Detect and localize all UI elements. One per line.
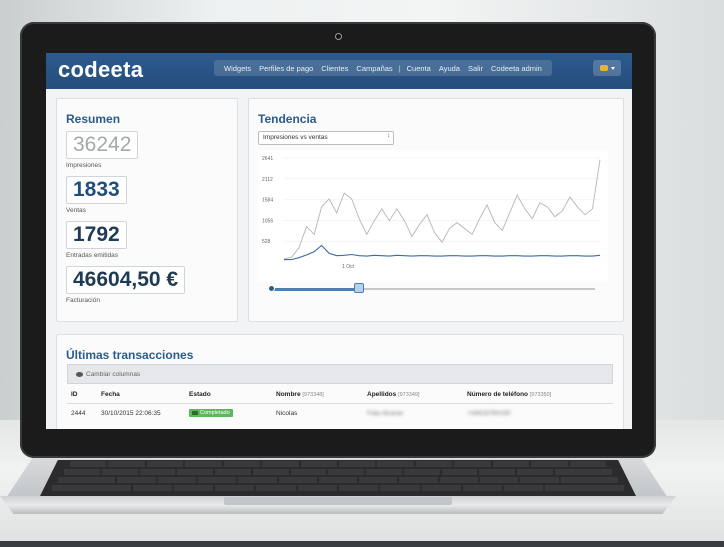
table-row[interactable]: 2444 30/10/2015 22:06:35 Completado Nico…: [67, 404, 613, 422]
status-badge: Completado: [189, 409, 233, 417]
trend-chart-svg: 2641 2112 1584 1056 528 1 Oct: [262, 156, 601, 270]
nav-clientes[interactable]: Clientes: [321, 63, 349, 73]
tendencia-title: Tendencia: [258, 112, 317, 126]
transactions-table: ID Fecha Estado Nombre [973348] Apellido…: [67, 386, 613, 422]
top-navbar: codeeta Widgets Perfiles de pago Cliente…: [46, 53, 632, 89]
chevron-down-icon: [610, 66, 615, 70]
user-menu-button[interactable]: [593, 60, 621, 76]
cell-apellidos: Fata Alcaraz: [367, 409, 404, 417]
nav-widgets[interactable]: Widgets: [224, 63, 252, 73]
x-tick-label: 1 Oct: [342, 264, 355, 270]
y-tick-label: 1056: [262, 218, 273, 224]
transacciones-title: Últimas transacciones: [66, 348, 194, 362]
range-slider-start-handle[interactable]: [268, 285, 275, 292]
nav-campanas[interactable]: Campañas: [356, 63, 393, 73]
laptop-screen: codeeta Widgets Perfiles de pago Cliente…: [46, 53, 632, 429]
chart-metric-select[interactable]: Impresiones vs ventas ↕: [258, 131, 394, 145]
column-header-id[interactable]: ID: [71, 391, 78, 398]
cell-id: 2444: [71, 409, 86, 417]
nav-cuenta[interactable]: Cuenta: [406, 63, 431, 73]
range-slider-fill: [271, 287, 357, 291]
change-columns-label: Cambiar columnas: [86, 370, 141, 378]
select-arrows-icon: ↕: [387, 133, 390, 139]
y-tick-label: 2112: [262, 177, 273, 183]
table-header-row: ID Fecha Estado Nombre [973348] Apellido…: [67, 386, 613, 404]
column-header-telefono[interactable]: Número de teléfono [973350]: [467, 391, 552, 398]
stat-entradas-label: Entradas emitidas: [66, 252, 119, 259]
cell-fecha: 30/10/2015 22:06:35: [101, 409, 161, 417]
chart-series-line-1: [284, 244, 601, 261]
ticket-icon: [192, 411, 198, 415]
stat-entradas-value: 1792: [66, 221, 127, 249]
nav-separator: |: [398, 63, 401, 73]
stat-ventas-label: Ventas: [66, 207, 86, 214]
keyboard-keys: [40, 461, 636, 495]
y-tick-label: 1584: [262, 198, 273, 204]
nav-codeeta-admin[interactable]: Codeeta admin: [490, 63, 542, 73]
range-slider-track[interactable]: [271, 288, 595, 290]
column-header-estado[interactable]: Estado: [189, 391, 211, 398]
desk-edge: [0, 541, 724, 547]
column-header-apellidos[interactable]: Apellidos [973349]: [367, 391, 420, 398]
stat-impresiones-value: 36242: [66, 131, 139, 159]
eye-icon: [76, 371, 83, 377]
trend-chart: 2641 2112 1584 1056 528 1 Oct: [258, 150, 608, 282]
chart-series-line-0: [283, 159, 601, 260]
change-columns-toolbar[interactable]: Cambiar columnas: [67, 364, 613, 384]
chart-metric-select-value: Impresiones vs ventas: [263, 134, 328, 141]
stat-facturacion-value: 46604,50 €: [66, 266, 186, 294]
column-header-fecha[interactable]: Fecha: [101, 391, 120, 398]
nav-perfiles-de-pago[interactable]: Perfiles de pago: [259, 63, 314, 73]
range-slider-end-handle[interactable]: [354, 283, 364, 293]
stat-facturacion-label: Facturación: [66, 297, 100, 304]
webcam-icon: [335, 33, 342, 40]
cell-estado: Completado: [185, 409, 272, 417]
stat-ventas-value: 1833: [66, 176, 127, 204]
nav-salir[interactable]: Salir: [467, 63, 483, 73]
nav-ayuda[interactable]: Ayuda: [438, 63, 460, 73]
transacciones-panel: Últimas transacciones Cambiar columnas I…: [56, 334, 624, 429]
user-flag-icon: [599, 65, 608, 71]
column-header-nombre[interactable]: Nombre [973348]: [276, 391, 324, 398]
laptop-trackpad-notch: [224, 497, 452, 505]
resumen-title: Resumen: [66, 112, 121, 126]
main-nav: Widgets Perfiles de pago Clientes Campañ…: [214, 60, 552, 76]
y-tick-label: 2641: [262, 156, 273, 162]
cell-nombre: Nicolas: [276, 409, 298, 417]
y-tick-label: 528: [262, 239, 271, 245]
tendencia-panel: Tendencia Impresiones vs ventas ↕ 2641 21…: [248, 98, 624, 322]
laptop-front-edge: [0, 496, 676, 514]
cell-telefono: +34616784190: [467, 409, 511, 417]
app-logo[interactable]: codeeta: [58, 57, 144, 82]
resumen-panel: Resumen 36242 Impresiones 1833 Ventas 17…: [56, 98, 238, 322]
stat-impresiones-label: Impresiones: [66, 162, 102, 169]
